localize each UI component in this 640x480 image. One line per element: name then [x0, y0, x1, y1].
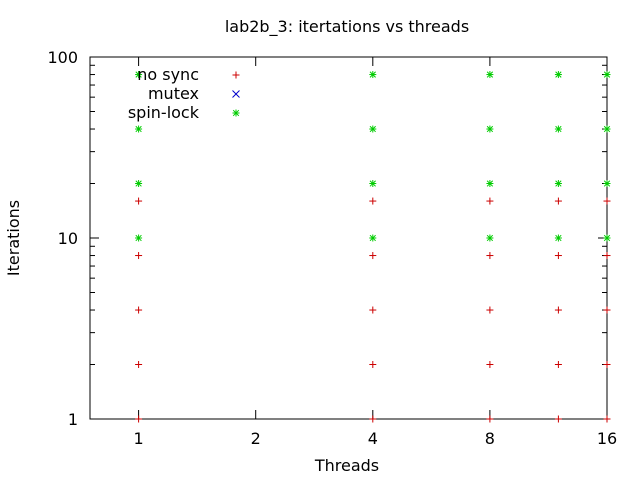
data-point-spin-lock — [603, 125, 611, 133]
data-point-spin-lock — [369, 125, 377, 133]
data-point-no-sync — [554, 306, 562, 314]
data-point-spin-lock — [554, 125, 562, 133]
data-point-no-sync — [135, 197, 143, 205]
data-point-spin-lock — [603, 234, 611, 242]
data-point-no-sync — [603, 361, 611, 369]
data-point-no-sync — [369, 415, 377, 423]
data-point-spin-lock — [369, 180, 377, 188]
data-point-spin-lock — [486, 234, 494, 242]
data-point-no-sync — [486, 197, 494, 205]
data-point-spin-lock — [135, 234, 143, 242]
data-point-no-sync — [486, 415, 494, 423]
x-axis-label: Threads — [314, 456, 379, 475]
data-point-no-sync — [369, 197, 377, 205]
data-point-no-sync — [554, 361, 562, 369]
data-point-spin-lock — [486, 71, 494, 79]
y-tick-label: 100 — [47, 48, 78, 67]
legend-marker — [232, 90, 240, 98]
data-points — [135, 71, 611, 423]
data-point-spin-lock — [369, 234, 377, 242]
data-point-no-sync — [135, 361, 143, 369]
data-point-spin-lock — [554, 71, 562, 79]
x-tick-label: 4 — [368, 429, 378, 448]
x-axis: 1 2 4 8 16 — [134, 57, 617, 448]
data-point-no-sync — [135, 415, 143, 423]
data-point-no-sync — [369, 306, 377, 314]
data-point-no-sync — [554, 197, 562, 205]
y-tick-label: 1 — [68, 410, 78, 429]
data-point-no-sync — [603, 197, 611, 205]
data-point-spin-lock — [603, 71, 611, 79]
x-tick-label: 16 — [597, 429, 617, 448]
data-point-no-sync — [554, 415, 562, 423]
data-point-spin-lock — [135, 71, 143, 79]
legend-label: no sync — [137, 65, 199, 84]
data-point-spin-lock — [135, 180, 143, 188]
y-tick-label: 10 — [58, 229, 78, 248]
data-point-no-sync — [135, 252, 143, 260]
data-point-spin-lock — [603, 180, 611, 188]
data-point-no-sync — [603, 306, 611, 314]
data-point-no-sync — [369, 361, 377, 369]
legend-label: mutex — [148, 84, 199, 103]
x-tick-label: 2 — [251, 429, 261, 448]
data-point-no-sync — [369, 252, 377, 260]
legend-marker — [232, 109, 240, 117]
chart-title: lab2b_3: itertations vs threads — [225, 17, 469, 37]
legend-label: spin-lock — [128, 103, 200, 122]
data-point-no-sync — [135, 306, 143, 314]
data-point-no-sync — [486, 361, 494, 369]
x-tick-label: 1 — [134, 429, 144, 448]
data-point-no-sync — [554, 252, 562, 260]
x-tick-label: 8 — [485, 429, 495, 448]
legend-marker — [232, 71, 240, 79]
data-point-no-sync — [486, 252, 494, 260]
data-point-spin-lock — [369, 71, 377, 79]
data-point-no-sync — [603, 252, 611, 260]
data-point-spin-lock — [135, 125, 143, 133]
y-axis-label: Iterations — [4, 200, 23, 276]
data-point-spin-lock — [554, 234, 562, 242]
data-point-no-sync — [603, 415, 611, 423]
data-point-spin-lock — [554, 180, 562, 188]
data-point-no-sync — [486, 306, 494, 314]
data-point-spin-lock — [486, 125, 494, 133]
data-point-spin-lock — [486, 180, 494, 188]
